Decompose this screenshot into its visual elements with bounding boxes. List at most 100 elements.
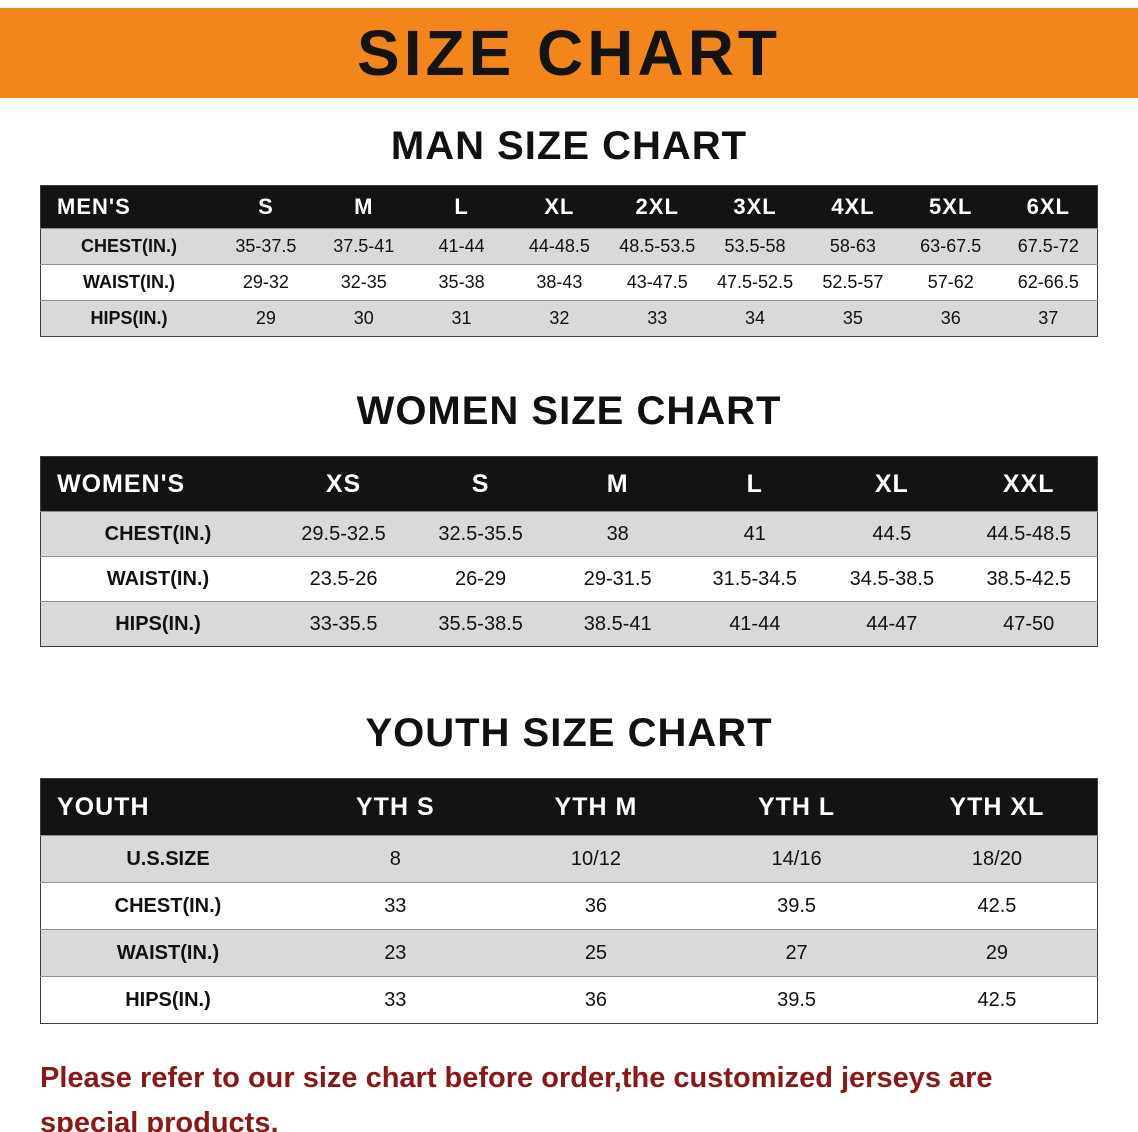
table-cell: 14/16	[696, 835, 897, 883]
table-cell: 23.5-26	[275, 556, 413, 602]
size-header-cell: YTH S	[295, 778, 496, 836]
size-header-cell: YTH M	[495, 778, 697, 836]
table-cell: 52.5-57	[803, 264, 902, 301]
table-cell: 42.5	[896, 882, 1098, 930]
table-cell: 31	[412, 300, 511, 337]
table-cell: 31.5-34.5	[686, 556, 824, 602]
row-label: U.S.SIZE	[40, 835, 295, 883]
size-header-cell: M	[549, 456, 687, 512]
table-cell: 38	[549, 511, 687, 557]
table-cell: 36	[901, 300, 1000, 337]
table-cell: 10/12	[495, 835, 697, 883]
table-cell: 57-62	[901, 264, 1000, 301]
table-cell: 35.5-38.5	[412, 601, 550, 647]
size-header-cell: YTH XL	[896, 778, 1098, 836]
table-cell: 34.5-38.5	[823, 556, 961, 602]
size-header-cell: XXL	[960, 456, 1098, 512]
table-cell: 37	[999, 300, 1098, 337]
size-table: YOUTH YTH S YTH M YTH L YTH XL U.S.SIZE 8 10/12…	[40, 778, 1098, 1024]
table-cell: 32	[510, 300, 609, 337]
table-row: HIPS(IN.) 33-35.5 35.5-38.5 38.5-41 41-44 44-…	[40, 601, 1098, 647]
table-row: WAIST(IN.) 23 25 27 29	[40, 929, 1098, 977]
table-cell: 44.5-48.5	[960, 511, 1098, 557]
size-header-cell: XS	[275, 456, 413, 512]
table-cell: 41-44	[412, 228, 511, 265]
banner-title: SIZE CHART	[357, 17, 781, 89]
table-cell: 29	[217, 300, 315, 337]
table-cell: 25	[495, 929, 697, 977]
table-cell: 29.5-32.5	[275, 511, 413, 557]
table-cell: 39.5	[696, 976, 897, 1024]
size-table: WOMEN'S XS S M L XL XXL CHEST(IN.) 29.5-32.5 32.5…	[40, 456, 1098, 647]
table-cell: 33	[295, 976, 496, 1024]
table-cell: 26-29	[412, 556, 550, 602]
row-label: WAIST(IN.)	[40, 556, 275, 602]
table-cell: 41-44	[686, 601, 824, 647]
table-cell: 42.5	[896, 976, 1098, 1024]
size-header-cell: S	[412, 456, 550, 512]
table-cell: 58-63	[803, 228, 902, 265]
table-cell: 35-37.5	[217, 228, 315, 265]
table-cell: 27	[696, 929, 897, 977]
table-title-cell: MEN'S	[40, 185, 217, 229]
size-header-cell: L	[412, 185, 511, 229]
table-row: CHEST(IN.) 35-37.5 37.5-41 41-44 44-48.5 48.5…	[40, 228, 1098, 265]
table-cell: 36	[495, 976, 697, 1024]
men-heading: MAN SIZE CHART	[390, 124, 748, 168]
men-section: MAN SIZE CHART MEN'S S M L XL 2XL 3XL 4XL 5XL 6XL…	[0, 124, 1138, 337]
row-label: HIPS(IN.)	[40, 601, 275, 647]
table-cell: 48.5-53.5	[608, 228, 707, 265]
table-row: U.S.SIZE 8 10/12 14/16 18/20	[40, 835, 1098, 883]
size-header-cell: YTH L	[696, 778, 897, 836]
youth-size-table: YOUTH YTH S YTH M YTH L YTH XL U.S.SIZE 8 10/12…	[40, 778, 1098, 1024]
row-label: HIPS(IN.)	[40, 976, 295, 1024]
size-header-cell: S	[217, 185, 315, 229]
table-cell: 67.5-72	[999, 228, 1098, 265]
table-cell: 37.5-41	[314, 228, 413, 265]
women-section: WOMEN SIZE CHART WOMEN'S XS S M L XL XXL CHEST(…	[0, 389, 1138, 647]
table-title-cell: YOUTH	[40, 778, 295, 836]
table-row: HIPS(IN.) 29 30 31 32 33 34 35 36 37	[40, 300, 1098, 337]
table-cell: 18/20	[896, 835, 1098, 883]
table-cell: 29-32	[217, 264, 315, 301]
table-cell: 8	[295, 835, 496, 883]
size-table: MEN'S S M L XL 2XL 3XL 4XL 5XL 6XL CHEST(IN.) 35-37…	[40, 185, 1098, 337]
table-cell: 44.5	[823, 511, 961, 557]
size-header-cell: 5XL	[901, 185, 1000, 229]
table-cell: 39.5	[696, 882, 897, 930]
table-cell: 38.5-42.5	[960, 556, 1098, 602]
table-row: HIPS(IN.) 33 36 39.5 42.5	[40, 976, 1098, 1024]
table-cell: 33-35.5	[275, 601, 413, 647]
size-header-cell: 4XL	[803, 185, 902, 229]
row-label: CHEST(IN.)	[40, 511, 275, 557]
women-heading: WOMEN SIZE CHART	[356, 389, 782, 433]
row-label: CHEST(IN.)	[40, 228, 217, 265]
table-cell: 33	[608, 300, 707, 337]
table-cell: 44-47	[823, 601, 961, 647]
table-cell: 38-43	[510, 264, 609, 301]
table-row: WAIST(IN.) 29-32 32-35 35-38 38-43 43-47.5 47.…	[40, 264, 1098, 301]
table-row: CHEST(IN.) 33 36 39.5 42.5	[40, 882, 1098, 930]
table-cell: 33	[295, 882, 496, 930]
size-header-cell: 2XL	[608, 185, 707, 229]
table-row: WAIST(IN.) 23.5-26 26-29 29-31.5 31.5-34.5 34…	[40, 556, 1098, 602]
table-cell: 23	[295, 929, 496, 977]
size-header-cell: M	[314, 185, 413, 229]
women-size-table: WOMEN'S XS S M L XL XXL CHEST(IN.) 29.5-32.5 32.5…	[40, 456, 1098, 647]
table-cell: 38.5-41	[549, 601, 687, 647]
table-cell: 47.5-52.5	[706, 264, 804, 301]
table-title-cell: WOMEN'S	[40, 456, 275, 512]
table-header-row: YOUTH YTH S YTH M YTH L YTH XL	[40, 778, 1098, 836]
row-label: CHEST(IN.)	[40, 882, 295, 930]
row-label: HIPS(IN.)	[40, 300, 217, 337]
table-header-row: WOMEN'S XS S M L XL XXL	[40, 456, 1098, 512]
table-header-row: MEN'S S M L XL 2XL 3XL 4XL 5XL 6XL	[40, 185, 1098, 229]
banner: SIZE CHART	[0, 8, 1138, 98]
row-label: WAIST(IN.)	[40, 929, 295, 977]
table-cell: 29-31.5	[549, 556, 687, 602]
size-header-cell: 6XL	[999, 185, 1098, 229]
table-cell: 35	[803, 300, 902, 337]
row-label: WAIST(IN.)	[40, 264, 217, 301]
footer-notice: Please refer to our size chart before or…	[40, 1056, 1098, 1132]
